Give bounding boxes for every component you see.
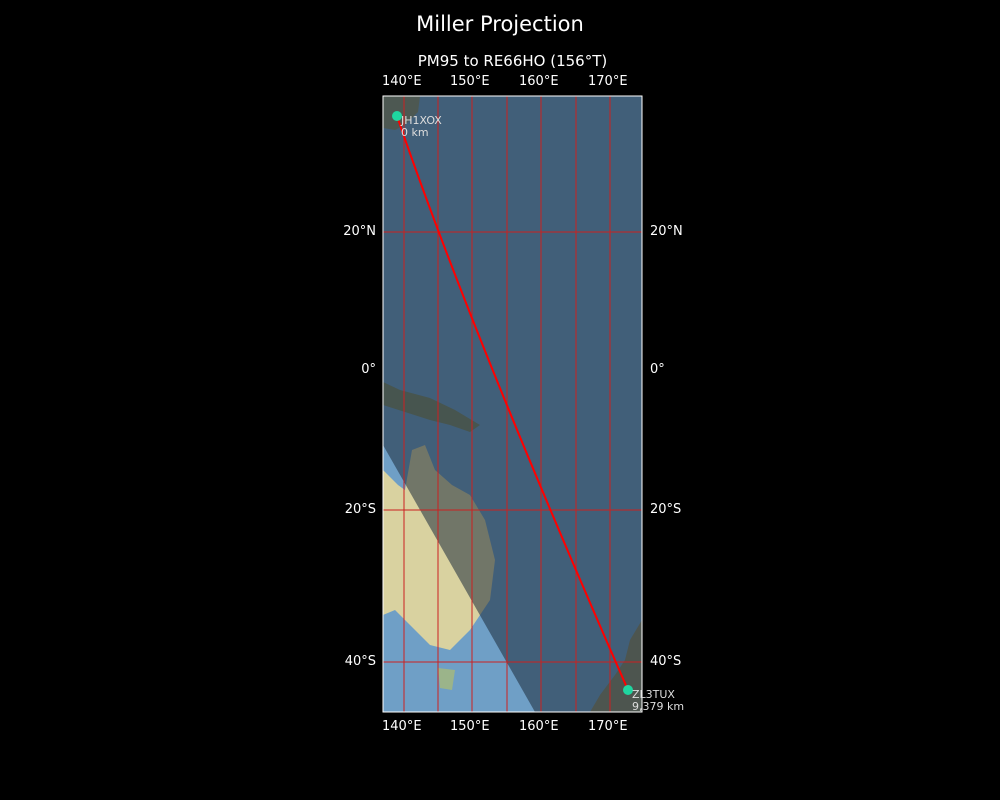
map-subtitle: PM95 to RE66HO (156°T) xyxy=(417,52,608,70)
lat-tick-left: 20°N xyxy=(343,224,376,239)
lon-tick-top: 160°E xyxy=(519,74,559,89)
lat-tick-right: 40°S xyxy=(650,654,682,669)
map-frame xyxy=(382,95,643,713)
lon-tick-top: 170°E xyxy=(588,74,628,89)
start-distance-label: 0 km xyxy=(401,126,429,139)
lon-tick-top: 140°E xyxy=(382,74,422,89)
end-station-marker xyxy=(623,685,633,695)
lat-tick-right: 20°N xyxy=(650,224,683,239)
night-shading xyxy=(383,96,642,712)
lon-tick-top: 150°E xyxy=(450,74,490,89)
lat-tick-right: 20°S xyxy=(650,502,682,517)
graticule xyxy=(383,96,642,712)
lon-tick-bottom: 170°E xyxy=(588,719,628,734)
lon-tick-bottom: 160°E xyxy=(519,719,559,734)
start-station-marker xyxy=(392,111,402,121)
lat-tick-left: 0° xyxy=(361,362,376,377)
lat-tick-left: 20°S xyxy=(344,502,376,517)
map-title: Miller Projection xyxy=(416,12,584,36)
great-circle-path xyxy=(396,115,629,691)
lon-tick-bottom: 140°E xyxy=(382,719,422,734)
end-distance-label: 9,379 km xyxy=(632,700,684,713)
end-call-label: ZL3TUX xyxy=(632,688,675,701)
lat-tick-left: 40°S xyxy=(344,654,376,669)
start-call-label: JH1XOX xyxy=(400,114,442,127)
lat-tick-right: 0° xyxy=(650,362,665,377)
lon-tick-bottom: 150°E xyxy=(450,719,490,734)
tasmania xyxy=(438,668,455,690)
